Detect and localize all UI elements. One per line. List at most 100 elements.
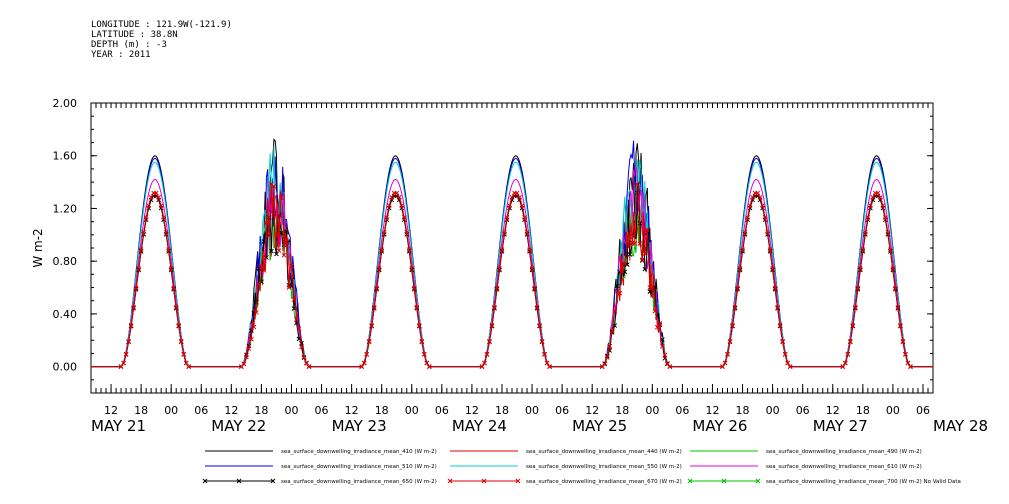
series-marker [725,351,730,357]
plot-frame [90,102,934,394]
series-marker [654,324,660,330]
series-marker [369,323,375,328]
series-marker [394,190,400,196]
x-tick-label: 12 [826,404,840,417]
legend-marker [270,478,276,484]
series-marker [867,203,873,208]
x-tick-label: 18 [134,404,148,417]
series-marker [642,266,648,272]
legend-label: sea_surface_downwelling_irradiance_mean_… [766,449,922,455]
legend-marker [202,478,208,484]
series-marker [409,266,415,271]
series-marker [359,364,364,369]
series-marker [632,241,638,246]
x-tick-label: 06 [796,404,810,417]
series-marker [775,305,780,310]
x-tick-label: 00 [525,404,539,417]
series-marker [722,360,728,366]
series-marker [737,266,743,271]
x-tick-label: 12 [345,404,359,417]
series-marker [489,323,495,328]
x-tick-label: 00 [164,404,178,417]
series-marker [785,360,791,366]
series-marker [654,314,660,319]
series-marker [251,324,257,330]
series-marker [732,305,738,310]
x-tick-label: 06 [315,404,329,417]
series-marker [241,361,247,367]
series-marker [176,323,182,328]
x-tick-label: 12 [705,404,719,417]
series-marker [499,247,505,252]
series-marker [173,305,179,310]
series-marker [509,195,515,200]
series-marker [514,190,520,196]
series-marker [900,339,906,344]
series-marker [742,229,748,235]
series-marker [504,215,510,220]
y-tick-label: 0.40 [53,308,78,321]
series-marker [657,321,663,326]
series-marker [750,195,755,200]
legend-label: sea_surface_downwelling_irradiance_mean_… [766,479,961,485]
series-marker [249,336,254,342]
chart-axes: 0.00 0.40 0.80 1.20 1.60 2.00 W m-2 12 18 00 06 12 1… [31,97,988,435]
legend-label: sea_surface_downwelling_irradiance_mean_… [526,449,682,455]
series-marker [136,266,141,271]
series-marker [381,229,387,235]
legend-label: sea_surface_downwelling_irradiance_mean_… [766,464,922,470]
x-date-label: MAY 22 [211,417,266,435]
legend-label: sea_surface_downwelling_irradiance_mean_… [526,479,682,485]
series-marker [502,229,507,235]
series-marker [246,346,252,351]
x-tick-label: 00 [886,404,900,417]
series-marker [153,190,159,196]
series-marker [482,360,487,366]
x-tick-label: 18 [495,404,509,417]
series-marker [903,351,908,357]
series-marker [494,285,500,291]
series-marker [755,190,760,196]
series-marker [479,364,485,369]
legend-label: sea_surface_downwelling_irradiance_mean_… [281,449,437,455]
series-marker [602,361,608,367]
series-marker [281,252,287,258]
series-marker [757,195,763,200]
series-marker [609,328,615,334]
series-marker [767,247,773,252]
series-marker [261,268,267,273]
series-marker [401,215,407,220]
series-marker [492,305,497,310]
series-marker [156,195,162,200]
series-marker [895,305,901,310]
series-marker [421,351,427,357]
series-marker [880,203,886,208]
series-marker [883,215,888,220]
dataset-header: LONGITUDE : 121.9W(-121.9) LATITUDE : 38… [91,20,232,60]
x-tick-label: 18 [856,404,870,417]
series-marker [667,364,673,369]
series-marker [118,364,124,369]
series-marker [878,195,883,200]
series-marker [254,310,259,315]
series-marker [624,232,630,238]
series-marker [850,323,856,328]
legend-marker [447,478,453,484]
series-marker [760,203,765,208]
x-tick-label: 06 [555,404,569,417]
series-marker [414,305,420,310]
series-marker [484,351,490,357]
series-marker [364,351,370,357]
legend-marker [721,478,727,484]
series-marker [862,229,868,235]
x-tick-label: 18 [615,404,629,417]
series-marker [627,234,633,240]
series-marker [865,215,871,220]
x-tick-label: 06 [194,404,208,417]
series-marker [870,195,876,200]
series-marker [908,364,913,369]
series-marker [534,305,540,310]
y-tick-label: 2.00 [53,97,78,110]
series-marker [860,247,866,252]
series-marker [604,355,610,360]
